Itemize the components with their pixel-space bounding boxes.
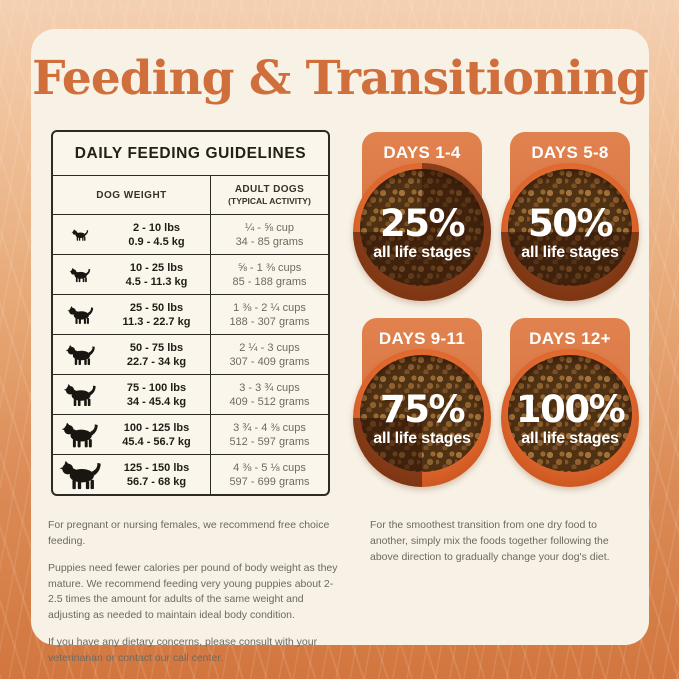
- mix-sublabel: all life stages: [373, 430, 471, 448]
- weight-kg: 0.9 - 4.5 kg: [128, 235, 185, 248]
- table-row: 25 - 50 lbs 11.3 - 22.7 kg 1 ⅜ - 2 ¼ cup…: [53, 295, 328, 336]
- mix-sublabel: all life stages: [373, 244, 471, 262]
- note-transition: For the smoothest transition from one dr…: [370, 519, 610, 563]
- amount-cups: ⅝ - 1 ⅜ cups: [237, 261, 302, 274]
- content-row: DAILY FEEDING GUIDELINES DOG WEIGHT ADUL…: [51, 130, 639, 497]
- main-card: Feeding & Transitioning DAILY FEEDING GU…: [31, 29, 649, 664]
- table-row: 10 - 25 lbs 4.5 - 11.3 kg ⅝ - 1 ⅜ cups 8…: [53, 255, 328, 296]
- weight-lbs: 10 - 25 lbs: [129, 261, 184, 274]
- kibble-bowl: 25% all life stages: [353, 163, 491, 302]
- dog-icon: [67, 305, 94, 324]
- table-row: 125 - 150 lbs 56.7 - 68 kg 4 ⅜ - 5 ⅛ cup…: [53, 455, 328, 495]
- amount-cups: 1 ⅜ - 2 ¼ cups: [233, 301, 306, 314]
- feeding-notes: For pregnant or nursing females, we reco…: [48, 518, 338, 666]
- mix-percent: 100%: [515, 388, 626, 432]
- amount-cups: 3 - 3 ¾ cups: [239, 381, 300, 394]
- weight-kg: 56.7 - 68 kg: [126, 475, 187, 488]
- transition-steps: DAYS 1-4 25% all life stages DAYS 5-8: [348, 132, 644, 496]
- table-row: 2 - 10 lbs 0.9 - 4.5 kg ¼ - ⅝ cup 34 - 8…: [53, 215, 328, 256]
- dog-icon: [61, 422, 99, 448]
- note-pregnant: For pregnant or nursing females, we reco…: [48, 519, 330, 548]
- weight-kg: 45.4 - 56.7 kg: [122, 435, 191, 448]
- mix-percent: 75%: [379, 388, 466, 432]
- page-title: Feeding & Transitioning: [32, 51, 649, 106]
- mix-ratio-shade: [501, 349, 639, 488]
- table-row: 50 - 75 lbs 22.7 - 34 kg 2 ¼ - 3 cups 30…: [53, 335, 328, 376]
- transition-step-1: DAYS 1-4 25% all life stages: [348, 132, 496, 302]
- dog-icon: [71, 229, 89, 241]
- weight-kg: 11.3 - 22.7 kg: [122, 315, 191, 328]
- column-header-adult-dogs-line1: ADULT DOGS: [234, 184, 305, 196]
- kibble-bowl: 100% all life stages: [501, 349, 639, 488]
- column-header-adult-dogs: ADULT DOGS (TYPICAL ACTIVITY): [211, 176, 328, 214]
- weight-kg: 4.5 - 11.3 kg: [125, 275, 188, 288]
- dog-icon: [59, 460, 102, 490]
- table-row: 75 - 100 lbs 34 - 45.4 kg 3 - 3 ¾ cups 4…: [53, 375, 328, 416]
- mix-sublabel: all life stages: [521, 430, 619, 448]
- note-puppies: Puppies need fewer calories per pound of…: [48, 561, 338, 622]
- amount-grams: 409 - 512 grams: [229, 395, 310, 408]
- mix-percent: 25%: [379, 202, 466, 246]
- column-header-adult-dogs-line2: (TYPICAL ACTIVITY): [228, 196, 311, 207]
- amount-cups: 2 ¼ - 3 cups: [239, 341, 300, 354]
- amount-grams: 512 - 597 grams: [229, 435, 310, 448]
- weight-lbs: 50 - 75 lbs: [129, 341, 184, 354]
- mix-ratio-shade: [353, 349, 491, 488]
- dog-icon: [63, 383, 97, 406]
- weight-lbs: 2 - 10 lbs: [132, 221, 181, 234]
- transition-step-4: DAYS 12+ 100% all life stages: [496, 318, 644, 488]
- amount-grams: 307 - 409 grams: [229, 355, 310, 368]
- table-row: 100 - 125 lbs 45.4 - 56.7 kg 3 ¾ - 4 ⅜ c…: [53, 415, 328, 456]
- mix-percent: 50%: [527, 202, 614, 246]
- dog-icon: [65, 344, 96, 365]
- transition-step-3: DAYS 9-11 75% all life stages: [348, 318, 496, 488]
- weight-lbs: 25 - 50 lbs: [129, 301, 184, 314]
- mix-ratio-shade: [501, 163, 639, 302]
- amount-grams: 597 - 699 grams: [229, 475, 310, 488]
- column-header-dog-weight: DOG WEIGHT: [53, 176, 211, 215]
- weight-lbs: 100 - 125 lbs: [123, 421, 190, 434]
- amount-grams: 85 - 188 grams: [232, 275, 307, 288]
- weight-lbs: 125 - 150 lbs: [123, 461, 190, 474]
- feeding-guidelines-table: DAILY FEEDING GUIDELINES DOG WEIGHT ADUL…: [51, 130, 330, 497]
- dog-icon: [69, 267, 91, 282]
- amount-cups: 3 ¾ - 4 ⅜ cups: [233, 421, 306, 434]
- table-header-row: DOG WEIGHT ADULT DOGS (TYPICAL ACTIVITY): [53, 176, 328, 216]
- weight-lbs: 75 - 100 lbs: [126, 381, 187, 394]
- kibble-bowl: 75% all life stages: [353, 349, 491, 488]
- kibble-bowl: 50% all life stages: [501, 163, 639, 302]
- transition-note: For the smoothest transition from one dr…: [370, 518, 633, 666]
- amount-grams: 188 - 307 grams: [229, 315, 310, 328]
- amount-cups: 4 ⅜ - 5 ⅛ cups: [233, 461, 306, 474]
- amount-cups: ¼ - ⅝ cup: [245, 221, 294, 234]
- footer-notes: For pregnant or nursing females, we reco…: [48, 518, 633, 666]
- table-title: DAILY FEEDING GUIDELINES: [53, 132, 328, 177]
- transition-step-2: DAYS 5-8 50% all life stages: [496, 132, 644, 302]
- note-dietary: If you have any dietary concerns, please…: [48, 635, 318, 664]
- mix-ratio-shade: [353, 163, 491, 302]
- weight-kg: 22.7 - 34 kg: [126, 355, 187, 368]
- weight-kg: 34 - 45.4 kg: [126, 395, 187, 408]
- mix-sublabel: all life stages: [521, 244, 619, 262]
- amount-grams: 34 - 85 grams: [235, 235, 304, 248]
